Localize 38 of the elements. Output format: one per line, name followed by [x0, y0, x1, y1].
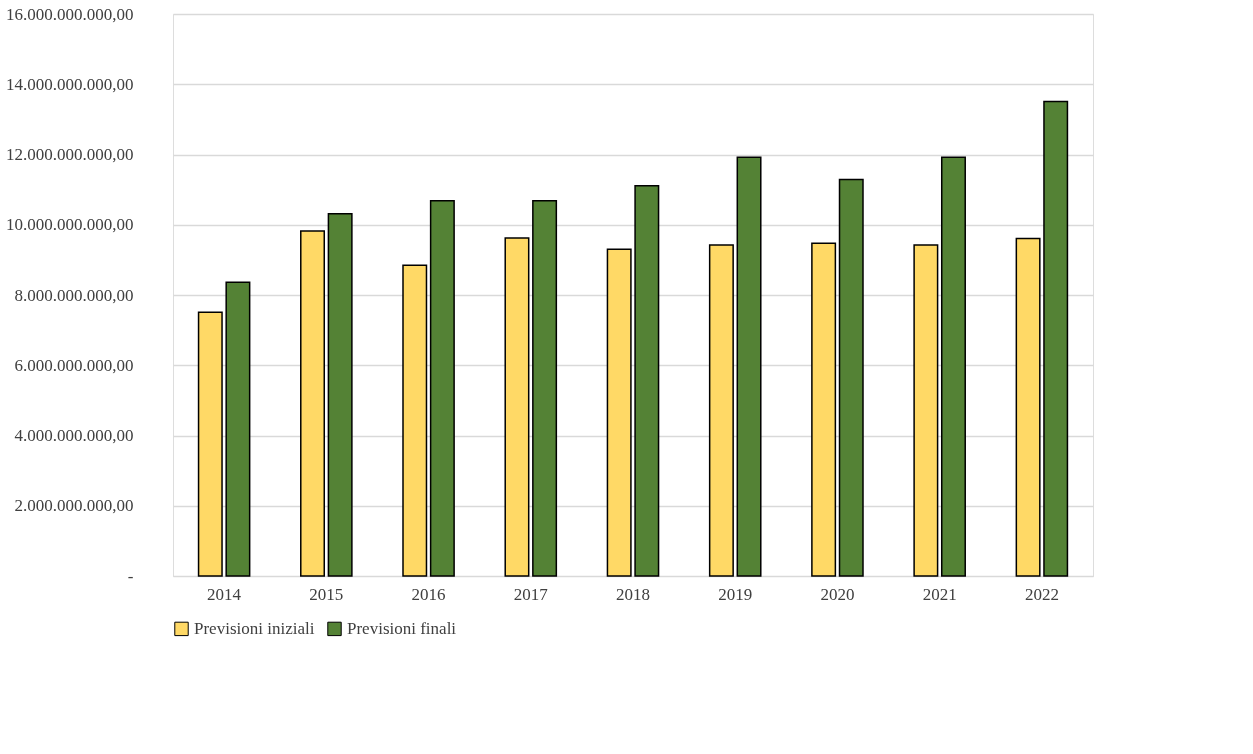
x-tick-label: 2022 [1024, 584, 1059, 604]
x-tick-label: 2018 [616, 584, 650, 604]
y-tick-label: 8.000.000.000,00 [14, 285, 134, 305]
bar [504, 237, 530, 577]
bar [532, 200, 558, 577]
bar [913, 244, 939, 577]
y-tick-label: 16.000.000.000,00 [6, 4, 134, 24]
bar [197, 311, 223, 577]
bar [402, 264, 428, 577]
x-tick-label: 2020 [820, 584, 855, 604]
bar [1043, 100, 1069, 577]
bar [327, 213, 353, 577]
bar [736, 156, 762, 577]
x-tick-label: 2017 [513, 584, 549, 604]
bar [606, 248, 632, 577]
x-tick-label: 2019 [718, 584, 753, 604]
bar [940, 156, 966, 577]
bar [708, 244, 734, 577]
x-tick-label: 2016 [411, 584, 446, 604]
bar [300, 230, 326, 577]
x-tick-label: 2015 [309, 584, 344, 604]
bar [811, 242, 837, 577]
bar [1015, 237, 1041, 577]
y-tick-label: 14.000.000.000,00 [6, 74, 134, 94]
bar [838, 178, 864, 577]
y-tick-label: - [127, 566, 134, 586]
y-tick-label: 10.000.000.000,00 [6, 215, 134, 235]
y-tick-label: 2.000.000.000,00 [14, 496, 134, 516]
bar [429, 200, 455, 577]
bar [634, 185, 660, 577]
x-tick-label: 2014 [207, 584, 242, 604]
legend-label: Previsioni iniziali [194, 618, 315, 638]
y-tick-label: 12.000.000.000,00 [6, 145, 134, 164]
y-tick-label: 6.000.000.000,00 [14, 355, 134, 375]
x-tick-label: 2021 [922, 584, 957, 604]
bar [225, 281, 251, 577]
y-tick-label: 4.000.000.000,00 [14, 426, 134, 445]
legend-label: Previsioni finali [347, 618, 457, 638]
